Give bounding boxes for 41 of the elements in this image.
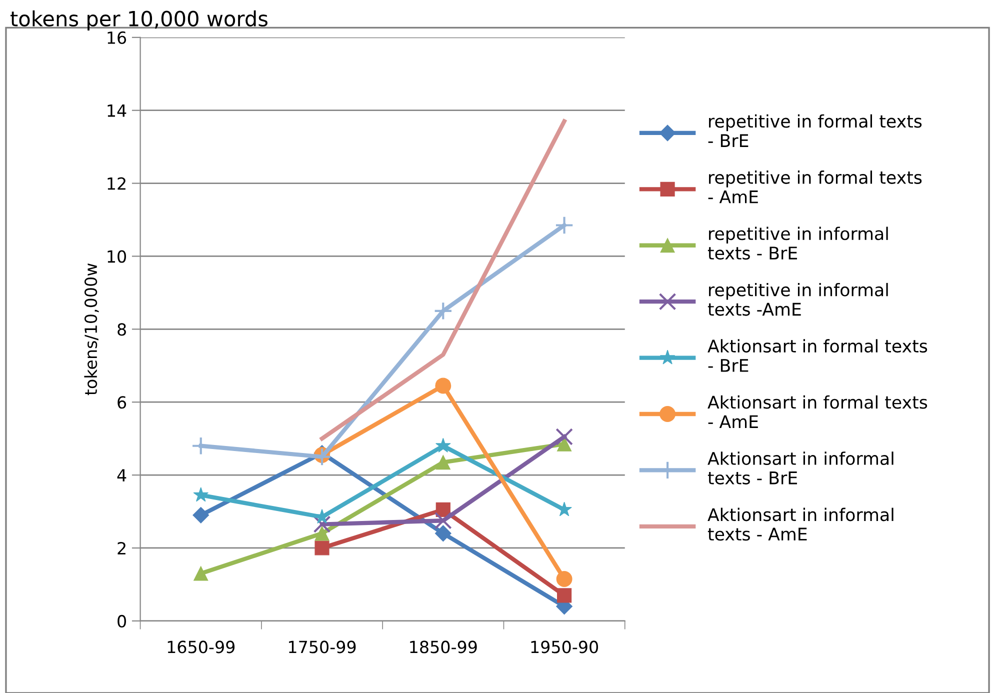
x-tick-label: 1950-90 (531, 640, 598, 654)
point (434, 512, 452, 530)
y-tick-label: 4 (117, 469, 126, 482)
x-tick-label: 1850-99 (410, 640, 477, 654)
point (436, 454, 450, 470)
x-tick-label: 1750-99 (289, 640, 356, 654)
point (192, 506, 210, 524)
point (436, 438, 451, 452)
legend-label: Aktionsart in formal texts - BrE (708, 339, 928, 372)
point (556, 436, 572, 452)
y-tick-label: 6 (118, 396, 126, 409)
point (556, 588, 572, 603)
point (434, 525, 452, 542)
legend-label: Aktionsart in informal texts - AmE (708, 508, 894, 541)
point (435, 378, 452, 394)
legend-label: Aktionsart in formal texts - AmE (708, 395, 928, 428)
point (313, 516, 331, 533)
y-tick-label: 0 (118, 614, 126, 628)
point (314, 526, 330, 541)
legend-label: repetitive in informal texts -AmE (708, 282, 888, 316)
x-tick-label: 1650-99 (168, 640, 235, 654)
legend-label: repetitive in informal texts - BrE (708, 226, 888, 260)
y-tick-label: 16 (108, 31, 126, 44)
point (556, 502, 572, 516)
point (193, 487, 208, 502)
y-tick-label: 2 (118, 542, 126, 554)
point (556, 571, 572, 587)
y-tick-label: 12 (108, 177, 126, 190)
point (194, 566, 208, 581)
y-axis-title: tokens/10,000w (84, 263, 99, 396)
legend-label: Aktionsart in informal texts - BrE (708, 452, 894, 484)
point (556, 428, 573, 446)
point (314, 540, 330, 556)
legend-label: repetitive in formal texts - AmE (708, 170, 922, 204)
chart-title: tokens per 10,000 words (10, 10, 268, 31)
point (434, 302, 453, 320)
y-tick-label: 8 (118, 323, 126, 336)
y-tick-label: 14 (108, 104, 126, 117)
legend-label: repetitive in formal texts - BrE (708, 114, 922, 147)
y-tick-label: 10 (108, 250, 126, 263)
point (554, 216, 574, 235)
